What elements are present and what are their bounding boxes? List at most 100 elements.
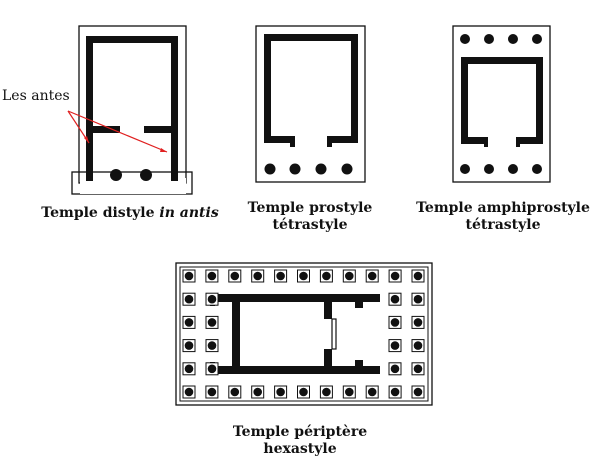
ante-right bbox=[516, 137, 520, 147]
plan-distyle-in-antis bbox=[67, 25, 193, 195]
stylobate-inner bbox=[179, 266, 429, 402]
ante-arrow bbox=[67, 110, 168, 153]
column bbox=[413, 387, 423, 397]
caption-prostyle: Temple prostyle tétrastyle bbox=[225, 200, 395, 234]
opisthodomos-ante bbox=[355, 294, 363, 308]
wall-right bbox=[171, 36, 178, 181]
caption-periptere-line2: hexastyle bbox=[263, 441, 337, 457]
caption-amphiprostyle: Temple amphiprostyle tétrastyle bbox=[410, 200, 596, 234]
column bbox=[230, 387, 240, 397]
caption-prostyle-line2: tétrastyle bbox=[272, 217, 348, 233]
column bbox=[413, 271, 423, 281]
column bbox=[345, 271, 354, 281]
wall-back bbox=[461, 57, 543, 64]
front-wall-left bbox=[461, 137, 488, 144]
caption-prostyle-line1: Temple prostyle bbox=[247, 200, 373, 216]
column bbox=[345, 387, 354, 397]
pronaos-wall bbox=[232, 294, 240, 374]
column bbox=[184, 387, 194, 397]
column bbox=[253, 271, 262, 281]
caption-amphiprostyle-line2: tétrastyle bbox=[465, 217, 541, 233]
cross-wall-right bbox=[144, 126, 178, 133]
column bbox=[230, 271, 240, 281]
caption-distyle-italic: in antis bbox=[159, 205, 219, 221]
caption-amphiprostyle-line1: Temple amphiprostyle bbox=[416, 200, 590, 216]
column bbox=[413, 341, 423, 350]
cella-front-line-top bbox=[210, 294, 380, 302]
ante-arrow-head bbox=[160, 148, 167, 152]
ante-left bbox=[484, 137, 488, 147]
column bbox=[460, 34, 470, 44]
cross-wall-left bbox=[86, 126, 120, 133]
stylobate-outline bbox=[78, 25, 187, 184]
caption-periptere: Temple périptère hexastyle bbox=[200, 424, 400, 458]
plan-periptere-hexastyle bbox=[175, 262, 433, 406]
column bbox=[484, 164, 494, 174]
peristyle-columns bbox=[182, 269, 425, 399]
ante-arrow-head bbox=[84, 136, 89, 143]
column bbox=[322, 271, 331, 281]
column bbox=[484, 34, 494, 44]
stylobate-outline bbox=[452, 25, 551, 183]
column bbox=[264, 163, 276, 175]
opisthodomos-ante bbox=[355, 360, 363, 374]
column bbox=[299, 271, 308, 281]
column bbox=[390, 294, 400, 304]
column bbox=[367, 271, 377, 281]
wall-back bbox=[86, 36, 178, 43]
wall-left bbox=[264, 34, 271, 143]
column bbox=[140, 169, 152, 181]
wall-right bbox=[536, 57, 543, 144]
wall-back bbox=[264, 34, 358, 41]
wall-left bbox=[461, 57, 468, 144]
column bbox=[207, 294, 217, 304]
column bbox=[413, 364, 423, 374]
front-wall-right bbox=[327, 136, 358, 143]
cella-back-wall-bottom bbox=[324, 349, 332, 374]
column bbox=[276, 271, 285, 281]
plan-amphiprostyle-tetrastyle bbox=[452, 25, 551, 183]
column bbox=[184, 318, 194, 327]
column bbox=[253, 387, 262, 397]
column bbox=[207, 271, 217, 281]
column bbox=[390, 341, 400, 350]
column bbox=[184, 364, 194, 374]
stylobate-outline bbox=[255, 25, 366, 183]
front-wall-left bbox=[264, 136, 295, 143]
column bbox=[390, 387, 400, 397]
cella-back-wall-top bbox=[324, 294, 332, 319]
column bbox=[460, 164, 470, 174]
column bbox=[276, 387, 285, 397]
antes-label: Les antes bbox=[2, 88, 70, 104]
column bbox=[299, 387, 308, 397]
caption-distyle: Temple distyle in antis bbox=[30, 205, 230, 222]
column bbox=[390, 318, 400, 327]
doorway bbox=[331, 318, 337, 350]
front-wall-right bbox=[516, 137, 543, 144]
column bbox=[110, 169, 122, 181]
column bbox=[207, 318, 217, 327]
plan-prostyle-tetrastyle bbox=[255, 25, 366, 183]
column bbox=[184, 341, 194, 350]
stylobate-outer bbox=[175, 262, 433, 406]
column bbox=[322, 387, 331, 397]
krepis-inner bbox=[80, 178, 186, 194]
cella-front-line-bottom bbox=[210, 366, 380, 374]
wall-right bbox=[351, 34, 358, 143]
column bbox=[207, 364, 217, 374]
column bbox=[532, 34, 542, 44]
column bbox=[184, 294, 194, 304]
column bbox=[341, 163, 353, 175]
column bbox=[532, 164, 542, 174]
column bbox=[508, 164, 518, 174]
column bbox=[413, 318, 423, 327]
column bbox=[315, 163, 327, 175]
column bbox=[289, 163, 301, 175]
column bbox=[207, 341, 217, 350]
column bbox=[413, 294, 423, 304]
column bbox=[508, 34, 518, 44]
column bbox=[390, 271, 400, 281]
ante-left bbox=[290, 136, 295, 147]
wall-left bbox=[86, 36, 93, 181]
